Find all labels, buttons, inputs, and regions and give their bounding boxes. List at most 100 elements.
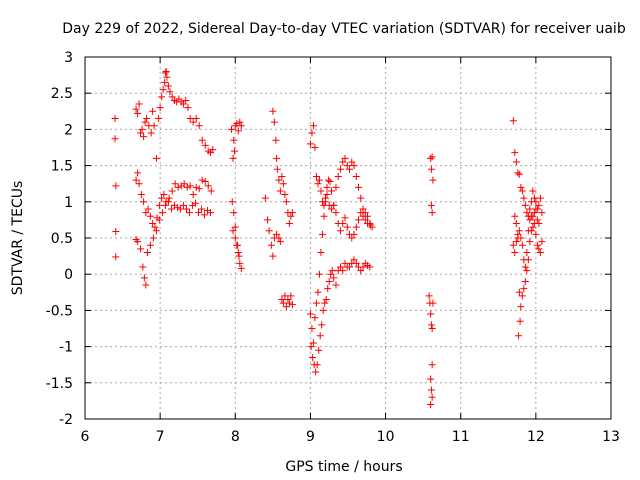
y-tick-label: -1 <box>59 340 73 356</box>
data-point <box>179 201 187 209</box>
data-point <box>132 176 140 184</box>
data-point <box>336 227 344 235</box>
data-point <box>341 154 349 162</box>
data-point <box>514 234 522 242</box>
data-point <box>350 162 358 170</box>
data-point <box>518 292 526 300</box>
data-point <box>135 180 143 188</box>
data-point <box>514 169 522 177</box>
data-point <box>270 118 278 126</box>
data-point <box>273 230 281 238</box>
data-point <box>149 234 157 242</box>
data-point <box>313 361 321 369</box>
data-point <box>366 263 374 271</box>
data-point <box>192 183 200 191</box>
data-point <box>275 176 283 184</box>
data-point <box>517 183 525 191</box>
data-point <box>237 122 245 130</box>
x-tick-label: 11 <box>452 429 470 445</box>
data-point <box>111 135 119 143</box>
data-point <box>350 256 358 264</box>
y-tick-label: -0.5 <box>46 303 73 319</box>
data-point <box>515 227 523 235</box>
data-point <box>185 209 193 217</box>
data-point <box>332 183 340 191</box>
data-point <box>168 93 176 101</box>
data-point <box>273 165 281 173</box>
data-point <box>186 115 194 123</box>
data-point <box>288 209 296 217</box>
data-point <box>343 162 351 170</box>
data-point <box>200 211 208 219</box>
data-point <box>357 209 365 217</box>
data-point <box>171 180 179 188</box>
data-point <box>529 212 537 220</box>
data-point <box>269 107 277 115</box>
data-point <box>334 172 342 180</box>
data-point <box>134 109 142 117</box>
x-tick-label: 10 <box>377 429 395 445</box>
data-point <box>306 310 314 318</box>
data-point <box>164 82 172 90</box>
data-point <box>317 187 325 195</box>
data-point <box>143 248 151 256</box>
data-point <box>319 306 327 314</box>
data-point <box>538 238 546 246</box>
data-point <box>327 205 335 213</box>
data-point <box>322 296 330 304</box>
data-point <box>323 191 331 199</box>
data-point <box>285 220 293 228</box>
data-point <box>147 129 155 137</box>
data-point <box>529 187 537 195</box>
data-point <box>339 220 347 228</box>
data-point <box>236 259 244 267</box>
data-point <box>282 303 290 311</box>
data-point <box>163 73 171 81</box>
data-point <box>142 281 150 289</box>
data-point <box>341 214 349 222</box>
data-point <box>150 122 158 130</box>
data-point <box>275 234 283 242</box>
data-points <box>111 67 546 409</box>
data-point <box>198 176 206 184</box>
data-point <box>281 191 289 199</box>
data-point <box>192 115 200 123</box>
data-point <box>264 216 272 224</box>
data-point <box>346 165 354 173</box>
chart-title: Day 229 of 2022, Sidereal Day-to-day VTE… <box>62 21 626 37</box>
data-point <box>350 230 358 238</box>
data-point <box>428 393 436 401</box>
y-tick-label: -1.5 <box>46 376 73 392</box>
data-point <box>343 223 351 231</box>
data-point <box>527 227 535 235</box>
data-point <box>265 227 273 235</box>
data-point <box>520 194 528 202</box>
data-point <box>152 154 160 162</box>
data-point <box>359 212 367 220</box>
data-point <box>229 227 237 235</box>
data-point <box>234 248 242 256</box>
y-axis-tick-labels: -2 -1.5 -1 -0.5 0 0.5 1 1.5 2 2.5 3 <box>46 50 73 428</box>
data-point <box>352 172 360 180</box>
data-point <box>336 263 344 271</box>
data-point <box>529 223 537 231</box>
data-point <box>359 205 367 213</box>
data-point <box>198 136 206 144</box>
data-point <box>207 187 215 195</box>
data-point <box>427 375 435 383</box>
data-point <box>317 248 325 256</box>
data-point <box>182 96 190 104</box>
data-point <box>161 69 169 77</box>
data-point <box>357 194 365 202</box>
data-point <box>521 277 529 285</box>
data-point <box>287 292 295 300</box>
data-point <box>515 170 523 178</box>
data-point <box>142 209 150 217</box>
y-axis-label: SDTVAR / TECUs <box>10 181 26 296</box>
data-point <box>428 361 436 369</box>
data-point <box>278 172 286 180</box>
data-point <box>321 299 329 307</box>
data-point <box>278 296 286 304</box>
data-point <box>135 100 143 108</box>
